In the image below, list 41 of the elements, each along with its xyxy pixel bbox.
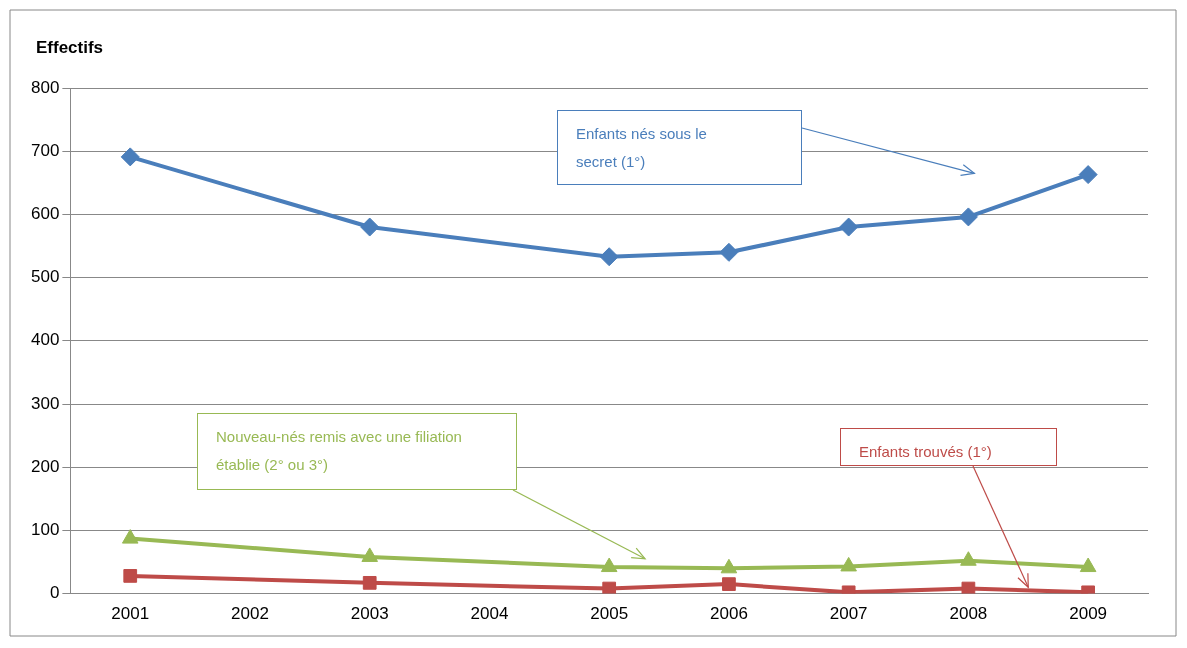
y-tick-label: 300: [30, 393, 60, 413]
point: [960, 551, 977, 566]
x-tick-label: 2002: [231, 604, 269, 624]
point: [123, 569, 138, 583]
point: [840, 556, 857, 572]
point: [722, 577, 736, 591]
point: [720, 558, 738, 574]
y-tick-label: 400: [30, 330, 60, 350]
x-tick-label: 2009: [1069, 604, 1108, 624]
point: [361, 547, 378, 562]
x-tick-label: 2006: [710, 604, 748, 624]
y-tick-label: 100: [30, 520, 60, 540]
y-axis-title: Effectifs: [36, 37, 104, 57]
point: [1078, 165, 1098, 185]
x-tick-label: 2005: [590, 604, 629, 624]
point: [121, 529, 139, 544]
point: [602, 581, 617, 594]
y-tick-label: 600: [30, 204, 60, 224]
point: [360, 217, 380, 237]
callout-box: Enfants trouvés (1°): [840, 428, 1057, 466]
point: [958, 207, 978, 227]
y-tick-label: 800: [30, 77, 60, 97]
point: [719, 242, 739, 262]
point: [600, 557, 618, 573]
x-tick-label: 2003: [350, 604, 389, 624]
x-tick-label: 2008: [949, 604, 988, 624]
point: [599, 247, 619, 267]
x-tick-label: 2004: [470, 604, 509, 624]
point: [362, 575, 377, 590]
callout-box: Enfants nés sous le secret (1°): [557, 110, 802, 185]
point: [120, 147, 140, 167]
x-tick-label: 2007: [829, 604, 868, 624]
y-tick-label: 700: [30, 140, 60, 160]
point: [1079, 557, 1097, 573]
callout-box: Nouveau-nés remis avec une filiation établie (2° ou 3°): [197, 413, 517, 490]
x-tick-label: 2001: [111, 604, 150, 624]
y-tick-label: 500: [30, 267, 60, 287]
point: [961, 581, 976, 594]
y-tick-label: 0: [49, 583, 60, 603]
point: [839, 217, 859, 237]
y-tick-label: 200: [30, 456, 60, 476]
